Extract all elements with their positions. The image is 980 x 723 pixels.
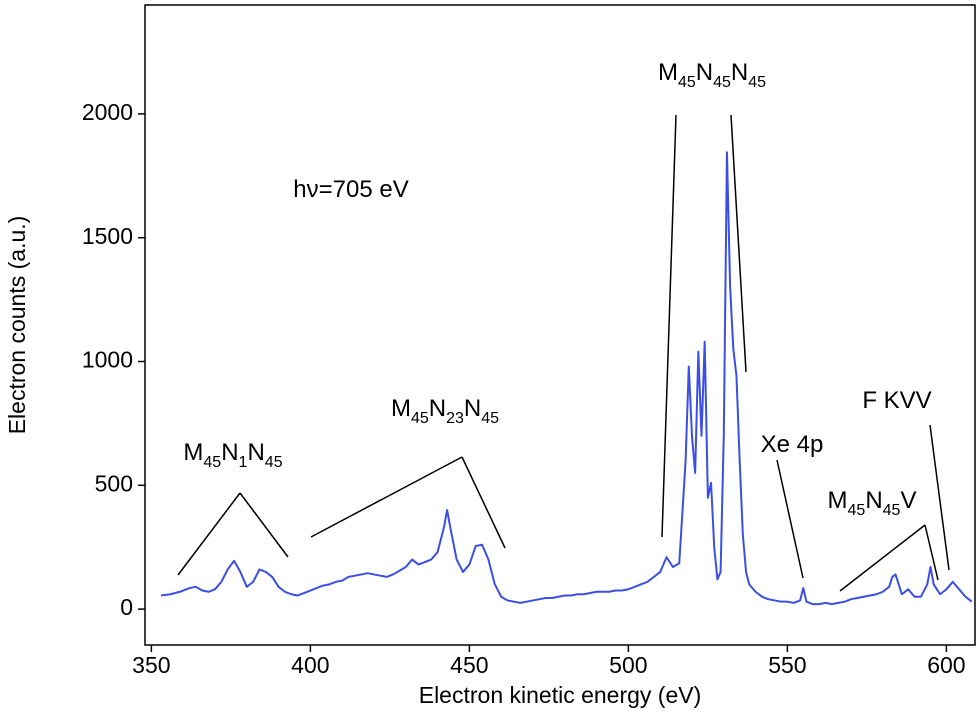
annotation-text: F KVV <box>862 387 931 414</box>
annotation: F KVV <box>862 387 931 414</box>
annotation-text: M <box>828 487 848 514</box>
annotation-subscript: 45 <box>265 454 283 471</box>
annotation-text: N <box>696 59 713 86</box>
annotation-line <box>730 114 747 373</box>
annotation-text: M <box>183 439 203 466</box>
annotation-text: N <box>429 395 446 422</box>
annotation-line <box>776 459 804 579</box>
annotation-subscript: 45 <box>883 502 901 519</box>
y-axis-title: Electron counts (a.u.) <box>4 216 30 435</box>
annotation-line <box>310 456 463 538</box>
annotation: Xe 4p <box>761 431 824 458</box>
annotation-subscript: 23 <box>446 410 464 427</box>
annotation-subscript: 45 <box>713 74 731 91</box>
annotation-text: M <box>391 395 411 422</box>
annotation-line <box>239 492 289 558</box>
annotation-text: Xe 4p <box>761 431 824 458</box>
y-tick-label: 1000 <box>82 347 133 373</box>
annotation: M45N45N45 <box>658 59 766 91</box>
annotation-lines <box>177 114 950 592</box>
y-tick-label: 1500 <box>82 223 133 249</box>
annotation-line <box>929 424 950 571</box>
annotation-subscript: 45 <box>748 74 766 91</box>
annotation-line <box>177 492 241 576</box>
annotation-subscript: 45 <box>678 74 696 91</box>
annotation-text: N <box>731 59 748 86</box>
annotation: M45N1N45 <box>183 439 282 471</box>
annotation-subscript: 45 <box>411 410 429 427</box>
plot-frame <box>144 4 976 646</box>
annotation-subscript: 45 <box>848 502 866 519</box>
x-axis-title: Electron kinetic energy (eV) <box>419 682 702 708</box>
annotation: hν=705 eV <box>293 176 408 203</box>
annotation-text: N <box>247 439 264 466</box>
y-tick-label: 500 <box>95 470 133 496</box>
annotation-subscript: 45 <box>203 454 221 471</box>
annotation-subscript: 45 <box>481 410 499 427</box>
x-tick-label: 600 <box>927 652 965 678</box>
annotation-line <box>661 114 677 538</box>
annotation-line <box>839 524 926 592</box>
x-tick-label: 450 <box>450 652 488 678</box>
spectrum-line <box>160 151 973 606</box>
x-tick-label: 500 <box>609 652 647 678</box>
annotation-text: N <box>865 487 882 514</box>
annotation-subscript: 1 <box>239 454 248 471</box>
y-tick-label: 2000 <box>82 99 133 125</box>
annotation-text: hν=705 eV <box>293 176 408 203</box>
annotation-text: N <box>221 439 238 466</box>
annotation-text: V <box>900 487 916 514</box>
annotation-text: N <box>464 395 481 422</box>
annotation-text: M <box>658 59 678 86</box>
annotation-line <box>924 524 939 581</box>
x-tick-label: 350 <box>132 652 170 678</box>
annotation: M45N45V <box>828 487 917 519</box>
annotation-line <box>461 456 506 549</box>
x-tick-label: 550 <box>768 652 806 678</box>
annotation: M45N23N45 <box>391 395 499 427</box>
x-tick-label: 400 <box>291 652 329 678</box>
y-tick-label: 0 <box>120 594 133 620</box>
